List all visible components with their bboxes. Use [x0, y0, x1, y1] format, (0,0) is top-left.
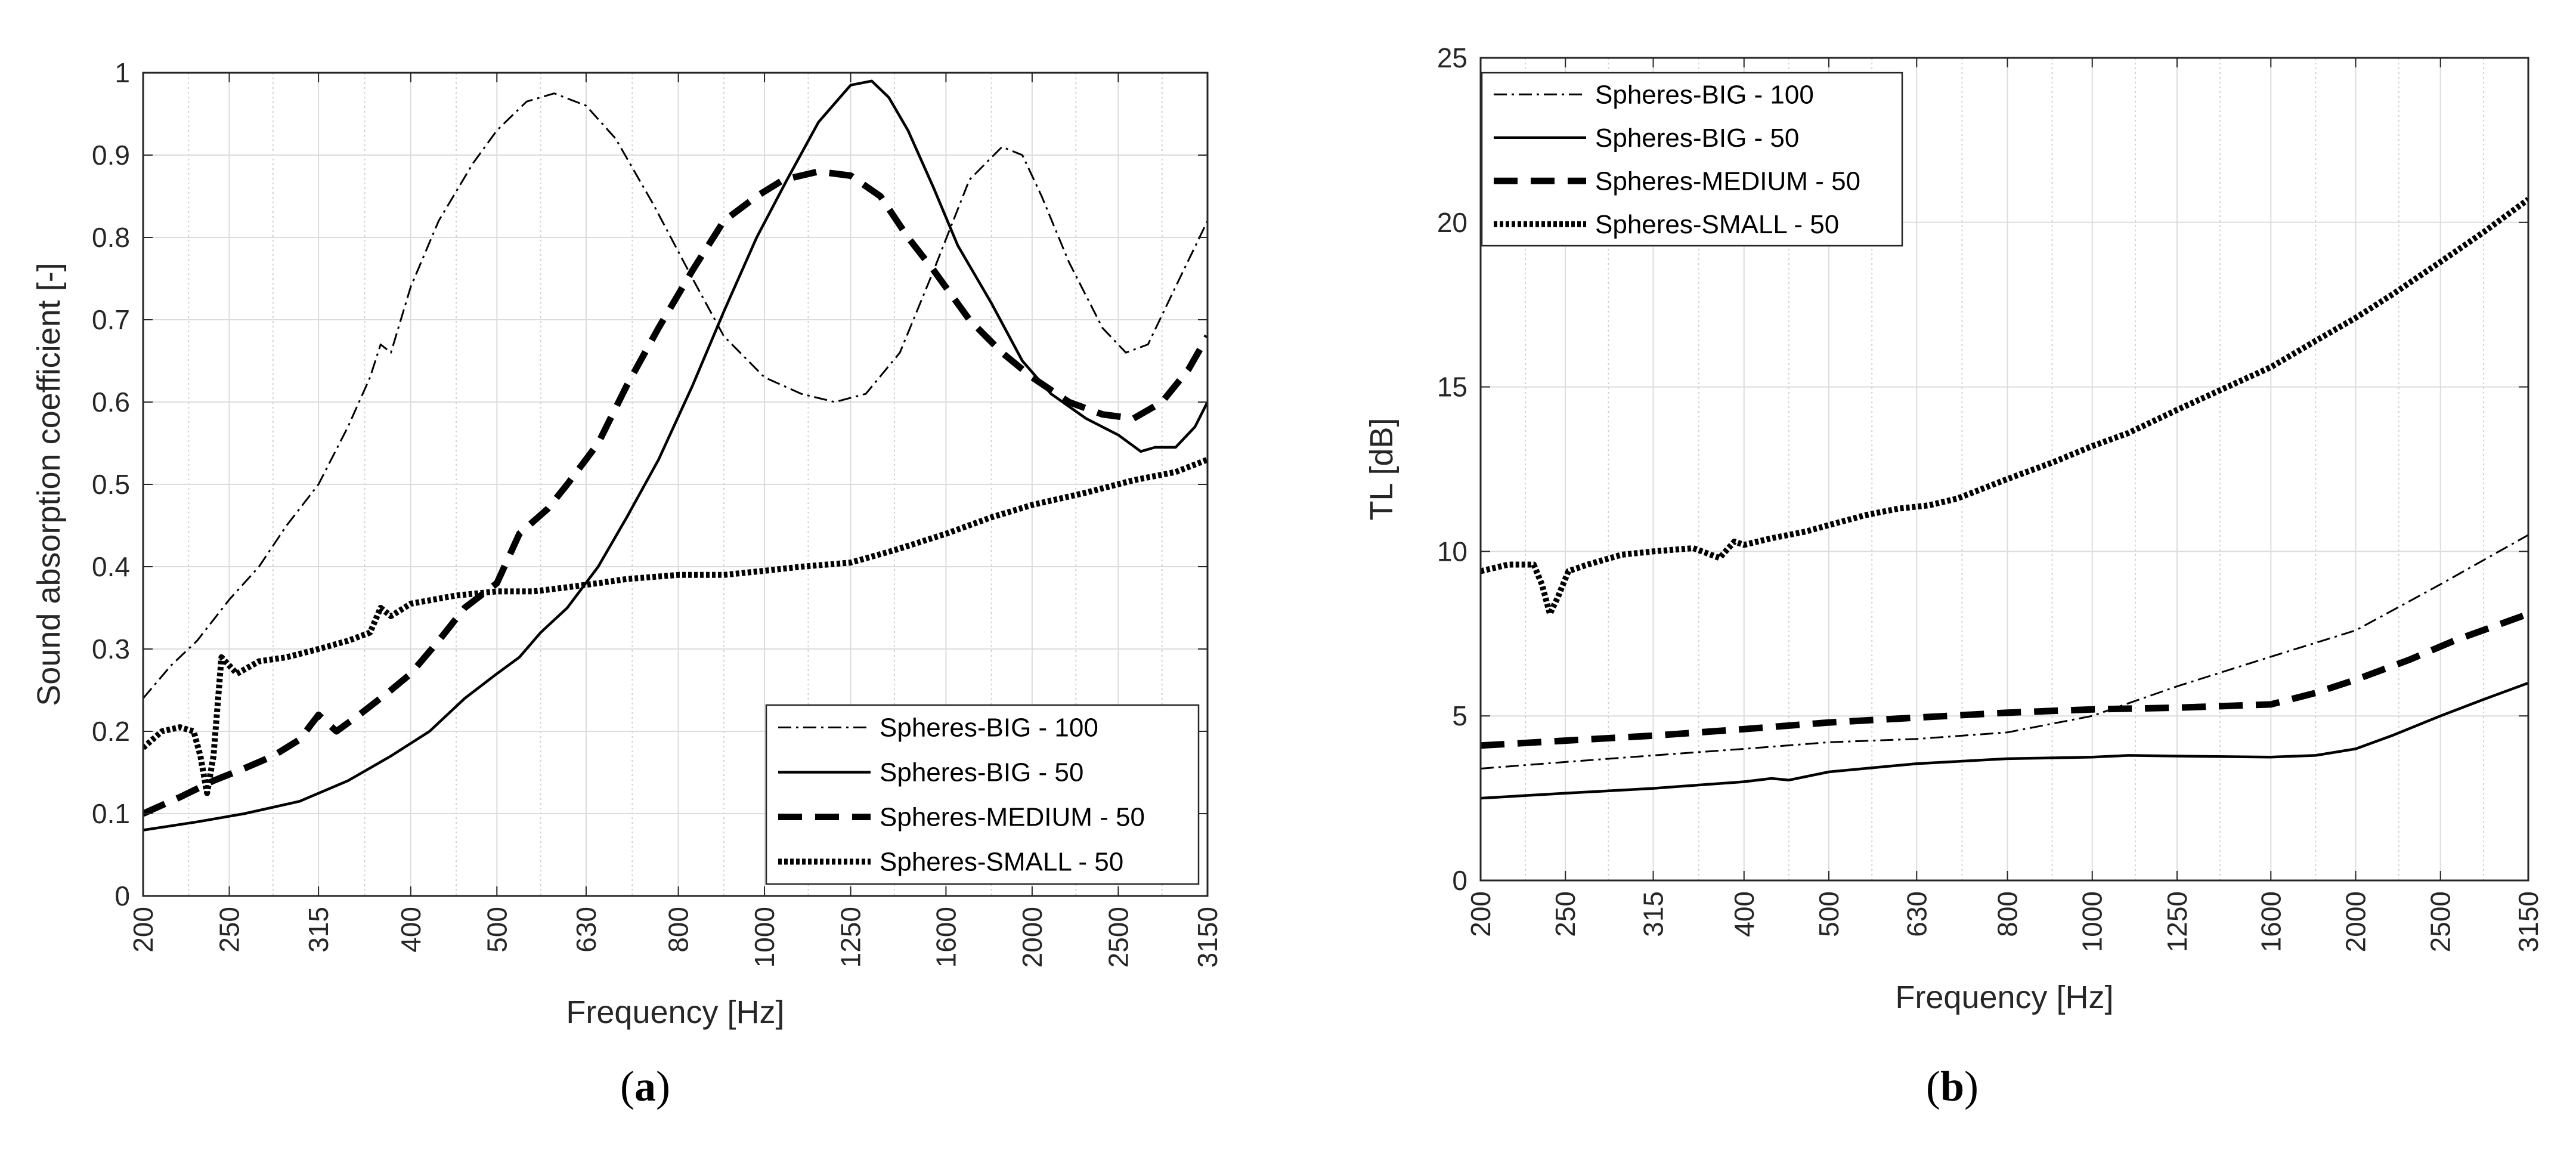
panel-b-x-tick-label: 630	[1901, 891, 1932, 937]
panel-a-legend-label: Spheres-BIG - 50	[880, 758, 1083, 787]
panel-a-y-tick-label: 0.1	[92, 798, 130, 829]
panel-b-y-tick-label: 0	[1452, 865, 1467, 896]
panel-b-y-tick-label: 5	[1452, 700, 1467, 731]
panel-b-series-dotted-line	[1481, 197, 2528, 617]
panel-a-x-axis-label: Frequency [Hz]	[566, 994, 784, 1030]
panel-a-y-tick-label: 0	[114, 880, 130, 911]
panel-b-x-tick-label: 3150	[2513, 891, 2544, 952]
panel-b-x-tick-label: 400	[1729, 891, 1760, 937]
panel-a-legend-label: Spheres-SMALL - 50	[880, 848, 1123, 877]
panel-b-x-tick-label: 500	[1813, 891, 1844, 937]
panel-b-y-tick-label: 15	[1437, 372, 1467, 403]
panel-b-series-dashed-line	[1481, 611, 2528, 749]
panel-a-y-tick-label: 0.9	[92, 140, 130, 171]
panel-b-series	[1481, 197, 2528, 800]
panel-a-x-tick-label: 400	[395, 907, 426, 953]
panel-a-label: (a)	[620, 1062, 670, 1110]
panel-b-legend-label: Spheres-BIG - 50	[1595, 123, 1799, 153]
panel-b-x-tick-label: 200	[1465, 891, 1496, 937]
panel-a-x-tick-label: 2500	[1103, 907, 1134, 968]
panel-a-legend-label: Spheres-MEDIUM - 50	[880, 803, 1145, 832]
panel-a-x-tick-label: 250	[213, 907, 244, 953]
panel-a-y-axis-label: Sound absorption coefficient [-]	[31, 262, 67, 706]
panel-b-y-tick-label: 25	[1437, 42, 1467, 73]
panel-a-y-tick-label: 0.7	[92, 304, 130, 335]
panel-b-x-tick-label: 2000	[2340, 891, 2371, 952]
panel-a-series-dotted-line	[143, 456, 1208, 796]
panel-b-x-tick-label: 1250	[2162, 891, 2193, 952]
panel-b-x-tick-label: 315	[1638, 891, 1669, 937]
panel-b-series-solid-line	[1481, 681, 2528, 800]
panel-a-x-tick-label: 630	[571, 907, 602, 953]
panel-a-y-tick-label: 1	[114, 57, 130, 88]
panel-a-x-tick-label: 800	[663, 907, 694, 953]
panel-a-series-dashed-line	[143, 168, 1208, 817]
panel-b-legend-label: Spheres-BIG - 100	[1595, 80, 1814, 109]
panel-a-ticks: 200 250 315 400 500 630 800 1000 1250 1600 2000 250…	[92, 57, 1223, 968]
panel-b-x-tick-label: 800	[1992, 891, 2023, 937]
panel-b-chart: 200 250 315 400 500 630 800 1000 1250 1600 2000 250…	[1364, 42, 2544, 1110]
panel-b-series-dashdot-line	[1481, 534, 2528, 769]
panel-a-y-tick-label: 0.6	[92, 387, 130, 418]
panel-a-x-tick-label: 1250	[835, 907, 866, 968]
panel-a-y-tick-label: 0.2	[92, 716, 130, 747]
panel-b-x-tick-label: 1000	[2077, 891, 2108, 952]
panel-a-legend: Spheres-BIG - 100 Spheres-BIG - 50 Spheres…	[765, 704, 1200, 885]
panel-a-y-tick-label: 0.5	[92, 469, 130, 500]
panel-b-x-tick-label: 250	[1550, 891, 1581, 937]
panel-b-ticks: 200 250 315 400 500 630 800 1000 1250 1600 2000 250…	[1437, 42, 2544, 952]
panel-a-x-tick-label: 1600	[930, 907, 961, 968]
panel-b-x-tick-label: 2500	[2425, 891, 2456, 952]
panel-b-plot-area	[1479, 57, 2529, 882]
panel-a-x-tick-label: 500	[481, 907, 512, 953]
panel-a-x-tick-label: 2000	[1017, 907, 1048, 968]
panel-a-y-tick-label: 0.8	[92, 222, 130, 253]
panel-b-legend-box	[1481, 72, 1903, 247]
panel-a-series-solid-line	[143, 79, 1208, 832]
panel-a-y-tick-label: 0.3	[92, 633, 130, 665]
panel-b-legend-label: Spheres-MEDIUM - 50	[1595, 166, 1860, 196]
panel-b-y-tick-label: 10	[1437, 536, 1467, 567]
panel-a-legend-label: Spheres-BIG - 100	[880, 713, 1098, 743]
panel-a-x-tick-label: 1000	[749, 907, 780, 968]
panel-a-x-tick-label: 3150	[1192, 907, 1223, 968]
panel-a-x-tick-label: 315	[303, 907, 334, 953]
panel-b-label: (b)	[1926, 1062, 1979, 1110]
panel-b-x-tick-label: 1600	[2255, 891, 2286, 952]
panel-a-x-tick-label: 200	[128, 907, 159, 953]
panel-b-y-axis-label: TL [dB]	[1364, 418, 1400, 520]
panel-b-legend-label: Spheres-SMALL - 50	[1595, 210, 1839, 239]
panel-a-legend-box	[765, 704, 1200, 885]
panel-b-x-axis-label: Frequency [Hz]	[1895, 979, 2113, 1015]
panel-a-y-tick-label: 0.4	[92, 551, 130, 582]
panel-b-legend: Spheres-BIG - 100 Spheres-BIG - 50 Spheres…	[1481, 72, 1903, 247]
panel-a-series-dashdot-line	[143, 92, 1208, 699]
panel-a-series	[143, 79, 1208, 832]
panel-a-chart: 200 250 315 400 500 630 800 1000 1250 1600 2000 250…	[31, 57, 1223, 1110]
panel-b-y-tick-label: 20	[1437, 207, 1467, 238]
